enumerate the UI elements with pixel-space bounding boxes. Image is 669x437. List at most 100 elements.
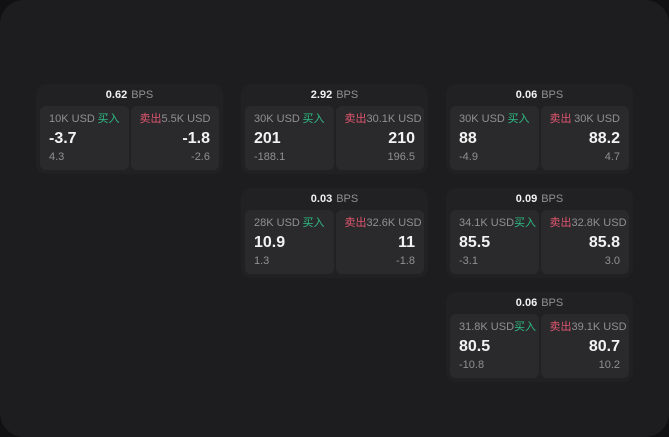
sell-price: 88.2 (588, 130, 620, 147)
spread-unit: BPS (541, 193, 564, 205)
quote-card-grid: 0.62 BPS 10K USD 买入 -3.7 4.3 卖出 5.5K USD (36, 84, 633, 382)
sell-button[interactable]: 卖出 (549, 217, 572, 229)
sell-change: 3.0 (604, 255, 620, 267)
sell-price: 11 (398, 234, 415, 251)
sell-panel[interactable]: 卖出 30.1K USD 210 196.5 (335, 106, 424, 170)
buy-panel[interactable]: 28K USD 买入 10.9 1.3 (245, 210, 334, 274)
sell-amount: 5.5K USD (161, 113, 211, 125)
sell-panel[interactable]: 卖出 30K USD 88.2 4.7 (540, 106, 629, 170)
buy-price: 201 (254, 130, 281, 147)
spread-value: 0.03 (310, 193, 333, 205)
sell-price: 80.7 (588, 338, 620, 355)
sell-amount: 39.1K USD (571, 321, 627, 333)
sell-change: 10.2 (598, 359, 620, 371)
spread-value: 0.06 (515, 89, 538, 101)
buy-panel[interactable]: 34.1K USD 买入 85.5 -3.1 (450, 210, 539, 274)
buy-button[interactable]: 买入 (97, 113, 120, 125)
quote-card: 0.09 BPS 34.1K USD 买入 85.5 -3.1 卖出 32.8K… (446, 188, 633, 278)
quote-card: 0.62 BPS 10K USD 买入 -3.7 4.3 卖出 5.5K USD (36, 84, 223, 174)
buy-change: 1.3 (254, 255, 270, 267)
spread-unit: BPS (541, 89, 564, 101)
sell-button[interactable]: 卖出 (344, 113, 367, 125)
quote-panels: 31.8K USD 买入 80.5 -10.8 卖出 39.1K USD 80.… (450, 314, 629, 378)
spread-header: 2.92 BPS (245, 84, 424, 106)
sell-button[interactable]: 卖出 (549, 113, 572, 125)
buy-button[interactable]: 买入 (302, 113, 325, 125)
quote-card: 0.03 BPS 28K USD 买入 10.9 1.3 卖出 32.6K US… (241, 188, 428, 278)
quote-panels: 34.1K USD 买入 85.5 -3.1 卖出 32.8K USD 85.8… (450, 210, 629, 274)
sell-panel-header: 卖出 5.5K USD (140, 113, 211, 126)
sell-panel[interactable]: 卖出 32.8K USD 85.8 3.0 (540, 210, 629, 274)
sell-panel-header: 卖出 30K USD (550, 113, 621, 126)
sell-button[interactable]: 卖出 (139, 113, 162, 125)
sell-panel[interactable]: 卖出 32.6K USD 11 -1.8 (335, 210, 424, 274)
buy-panel-header: 34.1K USD 买入 (459, 217, 536, 230)
buy-amount: 10K USD (49, 113, 95, 125)
buy-amount: 30K USD (459, 113, 505, 125)
buy-amount: 34.1K USD (459, 217, 515, 229)
sell-amount: 32.6K USD (366, 217, 422, 229)
sell-amount: 30.1K USD (366, 113, 422, 125)
quote-panels: 30K USD 买入 201 -188.1 卖出 30.1K USD 210 1… (245, 106, 424, 170)
sell-panel-header: 卖出 32.6K USD (344, 217, 422, 230)
quote-card: 2.92 BPS 30K USD 买入 201 -188.1 卖出 30.1K … (241, 84, 428, 174)
quote-panels: 28K USD 买入 10.9 1.3 卖出 32.6K USD 11 -1.8 (245, 210, 424, 274)
sell-button[interactable]: 卖出 (344, 217, 367, 229)
sell-button[interactable]: 卖出 (549, 321, 572, 333)
buy-price: 10.9 (254, 234, 286, 251)
sell-panel[interactable]: 卖出 5.5K USD -1.8 -2.6 (130, 106, 219, 170)
spread-header: 0.09 BPS (450, 188, 629, 210)
sell-price: -1.8 (182, 130, 210, 147)
buy-button[interactable]: 买入 (514, 321, 537, 333)
spread-header: 0.06 BPS (450, 292, 629, 314)
sell-panel-header: 卖出 39.1K USD (549, 321, 627, 334)
sell-change: 4.7 (604, 151, 620, 163)
sell-change: -1.8 (396, 255, 415, 267)
spread-unit: BPS (336, 193, 359, 205)
spread-unit: BPS (131, 89, 154, 101)
buy-change: -10.8 (459, 359, 485, 371)
spread-unit: BPS (541, 297, 564, 309)
buy-panel[interactable]: 30K USD 买入 88 -4.9 (450, 106, 539, 170)
quote-card: 0.06 BPS 30K USD 买入 88 -4.9 卖出 30K USD (446, 84, 633, 174)
quote-card: 0.06 BPS 31.8K USD 买入 80.5 -10.8 卖出 39.1… (446, 292, 633, 382)
sell-panel-header: 卖出 32.8K USD (549, 217, 627, 230)
buy-price: 80.5 (459, 338, 491, 355)
buy-panel[interactable]: 31.8K USD 买入 80.5 -10.8 (450, 314, 539, 378)
buy-button[interactable]: 买入 (514, 217, 537, 229)
buy-price: 88 (459, 130, 477, 147)
buy-panel-header: 28K USD 买入 (254, 217, 325, 230)
spread-value: 2.92 (310, 89, 333, 101)
buy-price: 85.5 (459, 234, 491, 251)
buy-panel-header: 31.8K USD 买入 (459, 321, 536, 334)
buy-panel-header: 30K USD 买入 (254, 113, 325, 126)
buy-panel-header: 30K USD 买入 (459, 113, 530, 126)
buy-change: 4.3 (49, 151, 65, 163)
spread-value: 0.09 (515, 193, 538, 205)
buy-change: -3.1 (459, 255, 478, 267)
buy-panel[interactable]: 10K USD 买入 -3.7 4.3 (40, 106, 129, 170)
buy-amount: 30K USD (254, 113, 300, 125)
spread-value: 0.06 (515, 297, 538, 309)
buy-change: -188.1 (254, 151, 286, 163)
sell-price: 85.8 (588, 234, 620, 251)
sell-amount: 32.8K USD (571, 217, 627, 229)
buy-change: -4.9 (459, 151, 478, 163)
buy-panel[interactable]: 30K USD 买入 201 -188.1 (245, 106, 334, 170)
spread-header: 0.62 BPS (40, 84, 219, 106)
buy-price: -3.7 (49, 130, 77, 147)
sell-price: 210 (388, 130, 415, 147)
sell-amount: 30K USD (574, 113, 620, 125)
buy-button[interactable]: 买入 (302, 217, 325, 229)
buy-panel-header: 10K USD 买入 (49, 113, 120, 126)
sell-change: -2.6 (191, 151, 210, 163)
spread-value: 0.62 (105, 89, 128, 101)
buy-amount: 28K USD (254, 217, 300, 229)
spread-header: 0.03 BPS (245, 188, 424, 210)
buy-button[interactable]: 买入 (507, 113, 530, 125)
sell-panel[interactable]: 卖出 39.1K USD 80.7 10.2 (540, 314, 629, 378)
quote-panels: 30K USD 买入 88 -4.9 卖出 30K USD 88.2 4.7 (450, 106, 629, 170)
spread-unit: BPS (336, 89, 359, 101)
sell-change: 196.5 (387, 151, 415, 163)
